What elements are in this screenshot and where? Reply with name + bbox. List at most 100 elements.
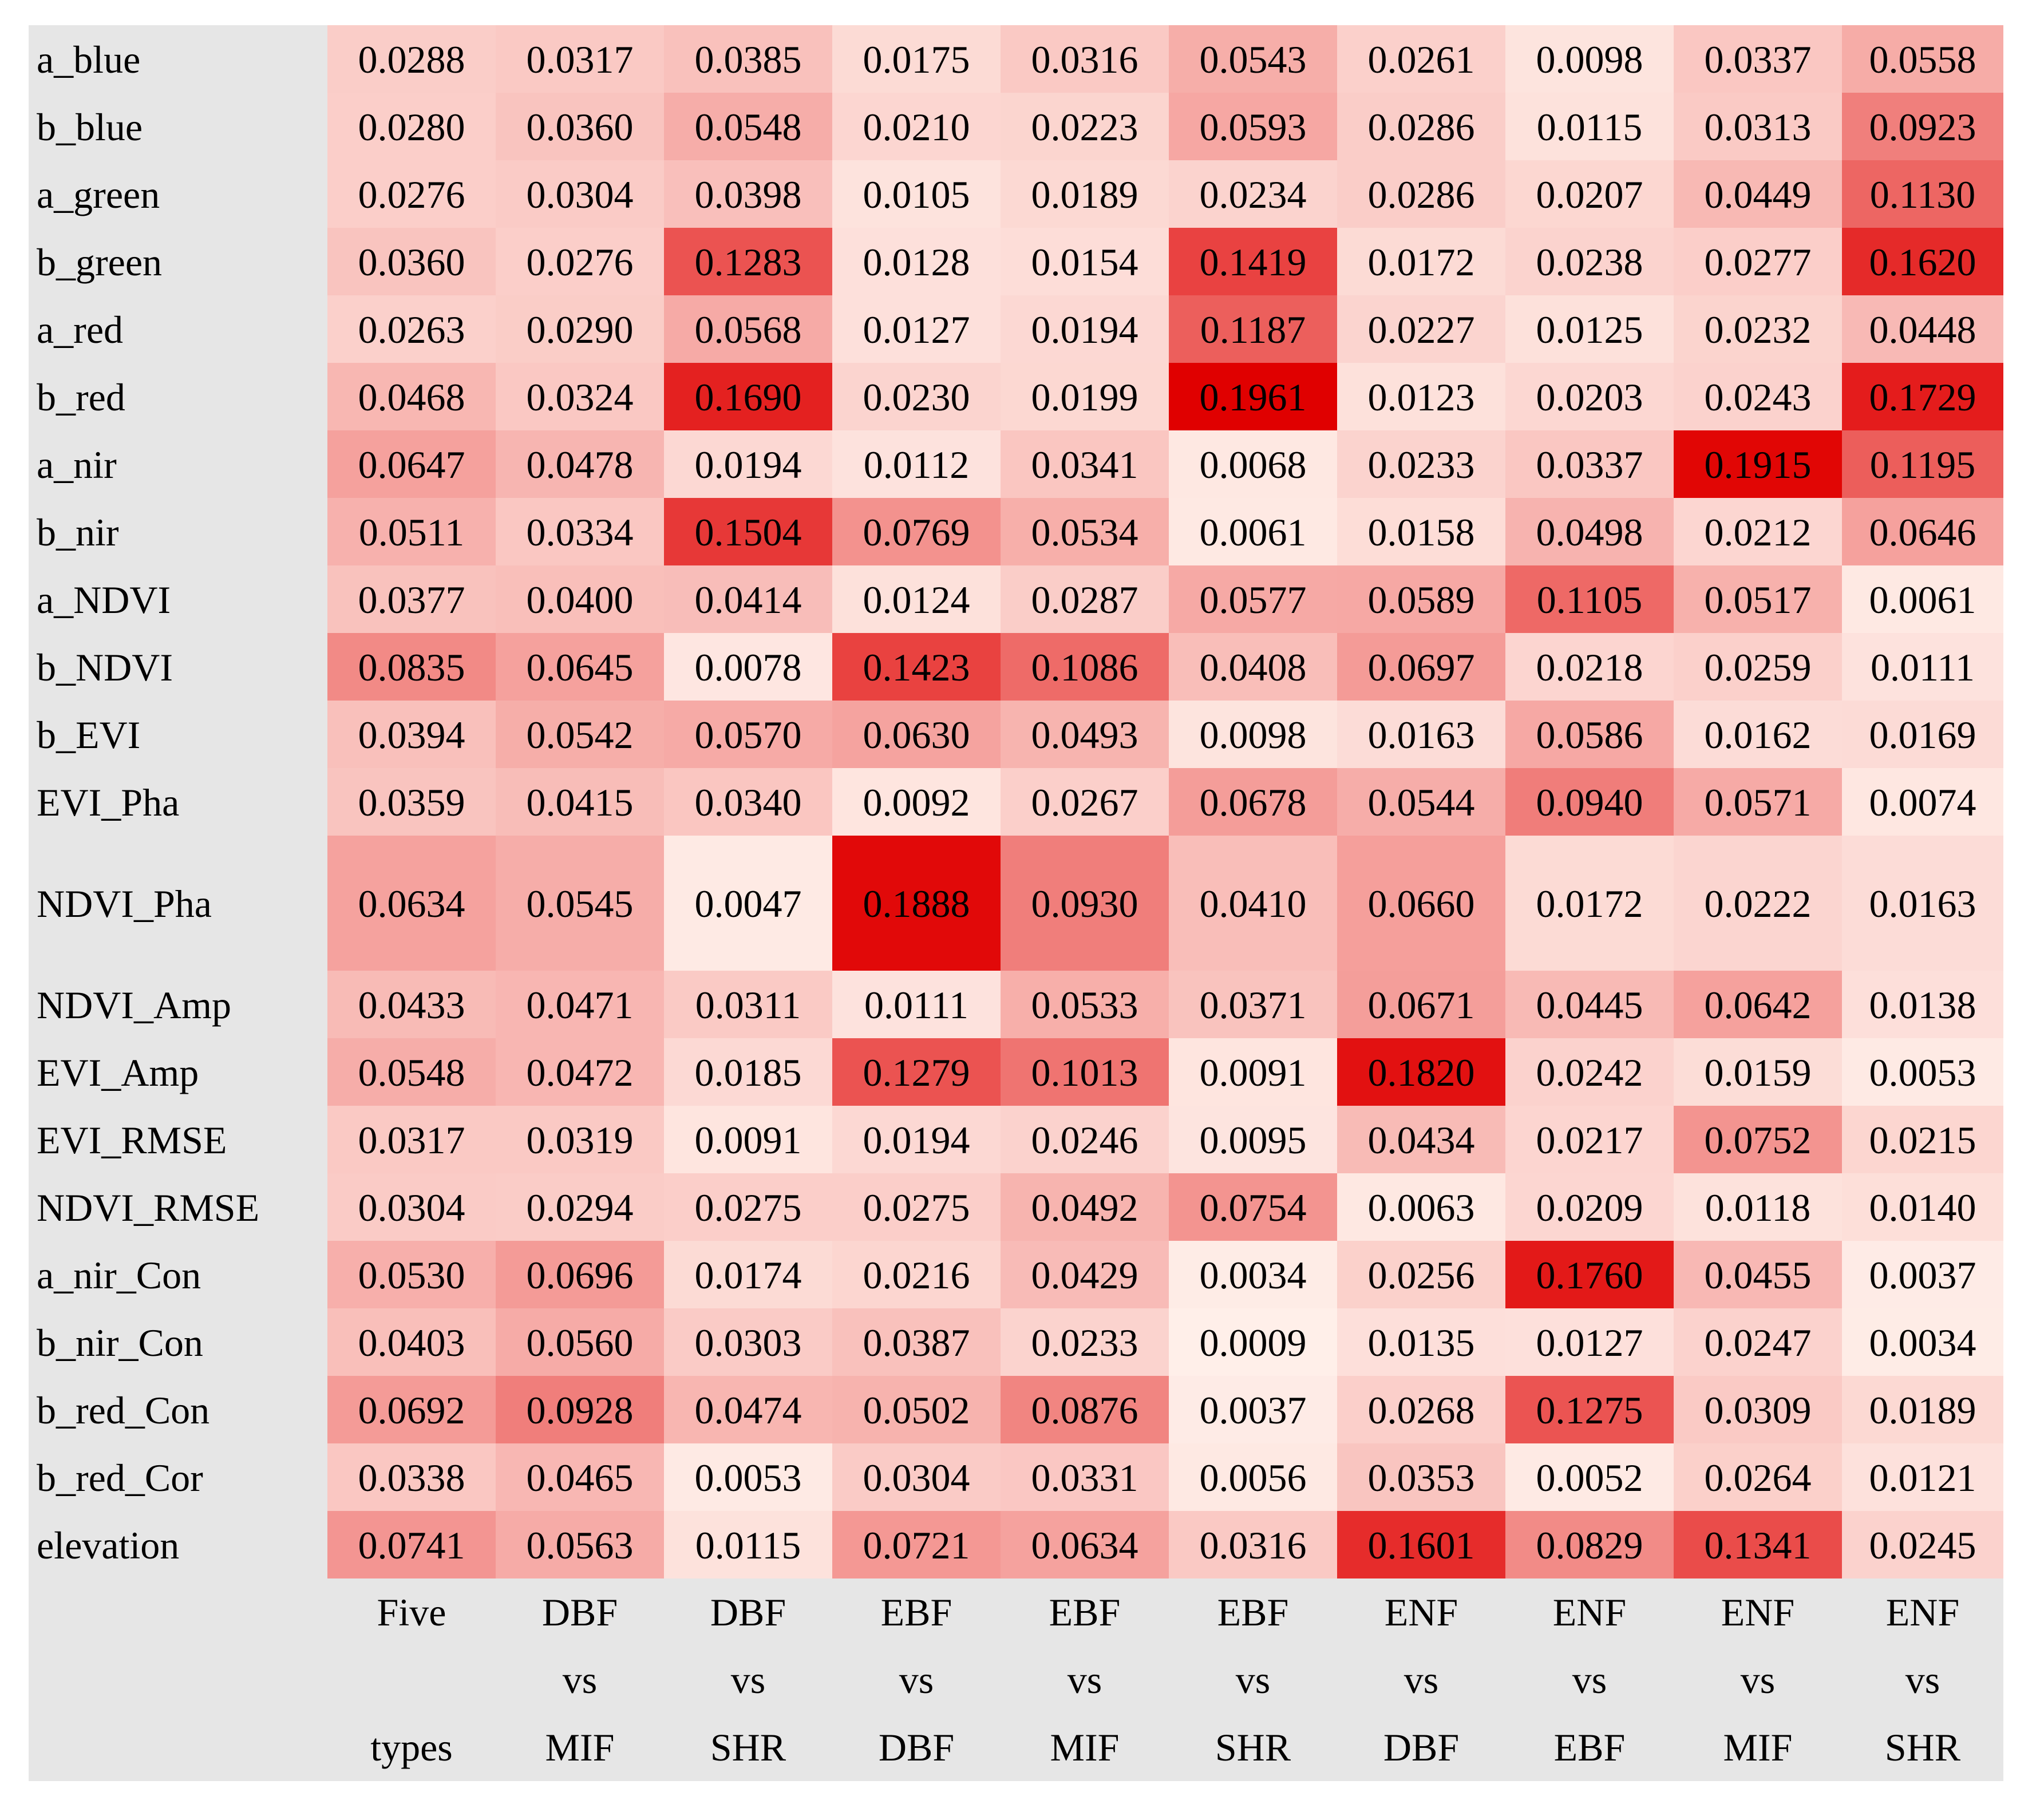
- heatmap-cell: [664, 1511, 832, 1578]
- cell-value-label: 0.0646: [1869, 511, 1976, 554]
- cell-value-label: 0.0319: [527, 1118, 634, 1162]
- cell-value-label: 0.1283: [695, 240, 802, 284]
- cell-value-label: 0.0034: [1869, 1321, 1976, 1364]
- heatmap-cell: [327, 1308, 496, 1376]
- heatmap-cell: [1842, 701, 2003, 768]
- cell-value-label: 0.0533: [1031, 983, 1138, 1027]
- column-label-line3: MIF: [1050, 1726, 1120, 1769]
- heatmap-cell: [832, 25, 1001, 93]
- cell-value-label: 0.1279: [863, 1051, 970, 1094]
- cell-value-label: 0.0415: [527, 781, 634, 824]
- cell-value-label: 0.0697: [1368, 646, 1475, 689]
- cell-value-label: 0.0493: [1031, 713, 1138, 757]
- column-label-line2: vs: [1068, 1658, 1102, 1702]
- cell-value-label: 0.0092: [863, 781, 970, 824]
- cell-value-label: 0.0207: [1536, 173, 1643, 216]
- cell-value-label: 0.0290: [527, 308, 634, 351]
- heatmap-cell: [1169, 565, 1337, 633]
- heatmap-cell: [664, 1038, 832, 1106]
- cell-value-label: 0.0360: [358, 240, 465, 284]
- column-label-line2: vs: [731, 1658, 765, 1702]
- column-label-line3: MIF: [1723, 1726, 1793, 1769]
- column-label-line3: DBF: [1383, 1726, 1459, 1769]
- heatmap-cell: [1505, 295, 1674, 363]
- heatmap-cell: [1505, 565, 1674, 633]
- cell-value-label: 0.0053: [1869, 1051, 1976, 1094]
- heatmap-cell: [1001, 1106, 1169, 1173]
- heatmap-cell: [1674, 768, 1842, 836]
- heatmap-cell: [327, 1038, 496, 1106]
- cell-value-label: 0.0560: [527, 1321, 634, 1364]
- heatmap-cell: [1337, 1443, 1505, 1511]
- cell-value-label: 0.0692: [358, 1388, 465, 1432]
- heatmap-cell: [1674, 565, 1842, 633]
- heatmap-cell: [496, 768, 664, 836]
- cell-value-label: 0.0276: [527, 240, 634, 284]
- heatmap-cell: [1169, 971, 1337, 1038]
- cell-value-label: 0.0288: [358, 38, 465, 81]
- heatmap-cell: [664, 295, 832, 363]
- cell-value-label: 0.0232: [1705, 308, 1812, 351]
- heatmap-cell: [1169, 633, 1337, 701]
- cell-value-label: 0.0275: [863, 1186, 970, 1229]
- cell-value-label: 0.0324: [527, 375, 634, 419]
- row-label: NDVI_Amp: [37, 983, 231, 1027]
- heatmap-cell: [1337, 228, 1505, 295]
- heatmap-cell: [832, 1376, 1001, 1443]
- heatmap-cell: [496, 160, 664, 228]
- heatmap-cells: 0.0288 0.0317 0.0385 0.0175 0.0316 0.0543 0.02…: [327, 25, 2003, 1578]
- cell-value-label: 0.0112: [864, 443, 969, 486]
- cell-value-label: 0.0068: [1200, 443, 1307, 486]
- cell-value-label: 0.0172: [1536, 882, 1643, 925]
- heatmap-cell: [1674, 1241, 1842, 1308]
- heatmap-cell: [1674, 1038, 1842, 1106]
- heatmap-cell: [1337, 1038, 1505, 1106]
- heatmap-cell: [1505, 160, 1674, 228]
- column-label-line3: MIF: [545, 1726, 615, 1769]
- cell-value-label: 0.0593: [1200, 105, 1307, 149]
- heatmap-cell: [1505, 1511, 1674, 1578]
- cell-value-label: 0.1820: [1368, 1051, 1475, 1094]
- heatmap-cell: [1505, 1038, 1674, 1106]
- row-label: b_blue: [37, 105, 143, 149]
- cell-value-label: 0.0721: [863, 1524, 970, 1567]
- row-label: b_red: [37, 375, 125, 419]
- cell-value-label: 0.0696: [527, 1253, 634, 1297]
- heatmap-cell: [1001, 93, 1169, 160]
- cell-value-label: 0.0930: [1031, 882, 1138, 925]
- cell-value-label: 0.0534: [1031, 511, 1138, 554]
- heatmap-cell: [1842, 1173, 2003, 1241]
- cell-value-label: 0.1341: [1705, 1524, 1812, 1567]
- cell-value-label: 0.0337: [1705, 38, 1812, 81]
- heatmap-cell: [1169, 1511, 1337, 1578]
- cell-value-label: 0.0276: [358, 173, 465, 216]
- heatmap-cell: [496, 430, 664, 498]
- cell-value-label: 0.1760: [1536, 1253, 1643, 1297]
- heatmap-cell: [1505, 1106, 1674, 1173]
- cell-value-label: 0.0154: [1031, 240, 1138, 284]
- cell-value-label: 0.0047: [695, 882, 802, 925]
- cell-value-label: 0.0359: [358, 781, 465, 824]
- heatmap-cell: [1505, 701, 1674, 768]
- cell-value-label: 0.0268: [1368, 1388, 1475, 1432]
- cell-value-label: 0.0140: [1869, 1186, 1976, 1229]
- heatmap-cell: [1842, 1443, 2003, 1511]
- heatmap-cell: [1842, 565, 2003, 633]
- heatmap-cell: [327, 25, 496, 93]
- cell-value-label: 0.0056: [1200, 1456, 1307, 1500]
- row-label: b_red_Cor: [37, 1456, 203, 1500]
- cell-value-label: 0.0098: [1200, 713, 1307, 757]
- cell-value-label: 0.0052: [1536, 1456, 1643, 1500]
- heatmap-cell: [327, 701, 496, 768]
- heatmap-cell: [1337, 633, 1505, 701]
- heatmap-cell: [327, 228, 496, 295]
- cell-value-label: 0.0185: [695, 1051, 802, 1094]
- heatmap-cell: [327, 1511, 496, 1578]
- heatmap-cell: [496, 701, 664, 768]
- cell-value-label: 0.0316: [1031, 38, 1138, 81]
- heatmap-cell: [496, 1308, 664, 1376]
- cell-value-label: 0.0408: [1200, 646, 1307, 689]
- heatmap-cell: [496, 93, 664, 160]
- cell-value-label: 0.1187: [1200, 308, 1306, 351]
- cell-value-label: 0.0570: [695, 713, 802, 757]
